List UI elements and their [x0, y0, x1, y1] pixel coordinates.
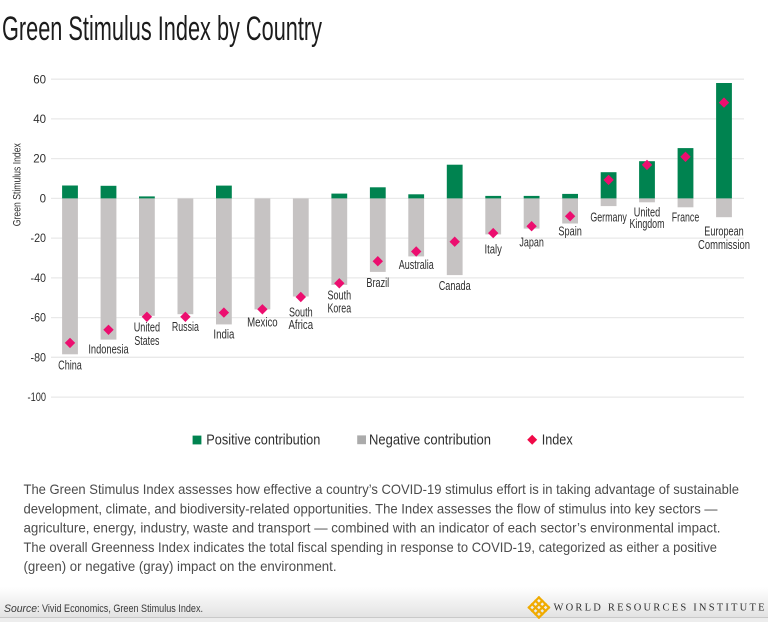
svg-text:-100: -100 [28, 392, 47, 404]
svg-text:United: United [634, 205, 660, 220]
svg-text:Germany: Germany [590, 210, 627, 225]
svg-text:Source: Vivid Economics, Green: Source: Vivid Economics, Green Stimulus … [4, 603, 203, 615]
svg-text:Africa: Africa [289, 317, 314, 332]
svg-text:Kingdom: Kingdom [630, 216, 665, 231]
svg-text:Canada: Canada [439, 278, 472, 293]
svg-text:United: United [134, 320, 160, 335]
svg-text:Italy: Italy [484, 242, 502, 257]
svg-text:South: South [289, 304, 313, 319]
svg-text:Mexico: Mexico [247, 314, 278, 329]
svg-text:States: States [134, 333, 159, 348]
svg-text:-60: -60 [31, 313, 47, 325]
svg-text:European: European [704, 224, 744, 239]
svg-text:Negative contribution: Negative contribution [369, 431, 491, 448]
svg-text:Korea: Korea [327, 300, 351, 315]
svg-text:Positive contribution: Positive contribution [206, 431, 320, 448]
svg-text:development, climate, and biod: development, climate, and biodiversity-r… [24, 500, 718, 516]
svg-text:Green Stimulus Index by Countr: Green Stimulus Index by Country [2, 10, 322, 48]
svg-text:Commission: Commission [698, 237, 750, 252]
svg-text:-40: -40 [31, 273, 47, 285]
svg-text:Spain: Spain [558, 224, 582, 239]
svg-text:WORLD RESOURCES INSTITUTE: WORLD RESOURCES INSTITUTE [554, 603, 765, 614]
svg-text:-80: -80 [31, 352, 47, 364]
svg-text:Brazil: Brazil [366, 275, 389, 290]
svg-text:0: 0 [40, 194, 46, 206]
svg-text:China: China [58, 357, 82, 372]
svg-text:India: India [213, 327, 235, 342]
svg-text:The overall Greenness Index in: The overall Greenness Index indicates th… [24, 539, 718, 555]
svg-text:60: 60 [33, 74, 46, 86]
svg-text:Russia: Russia [172, 319, 200, 334]
svg-text:Indonesia: Indonesia [88, 341, 129, 356]
svg-text:The Green Stimulus Index asses: The Green Stimulus Index assesses how ef… [24, 481, 740, 497]
svg-text:(green) or negative (gray) imp: (green) or negative (gray) impact on the… [24, 558, 337, 574]
svg-text:-20: -20 [31, 233, 47, 245]
svg-text:South: South [328, 287, 352, 302]
svg-text:20: 20 [33, 154, 46, 166]
svg-text:agriculture, energy, industry,: agriculture, energy, industry, waste and… [24, 520, 721, 536]
svg-text:Index: Index [542, 431, 573, 448]
svg-text:Australia: Australia [399, 257, 435, 272]
svg-text:France: France [672, 210, 700, 225]
svg-text:Japan: Japan [519, 235, 544, 250]
svg-text:Green Stimulus Index: Green Stimulus Index [11, 143, 23, 226]
svg-text:40: 40 [33, 114, 46, 126]
